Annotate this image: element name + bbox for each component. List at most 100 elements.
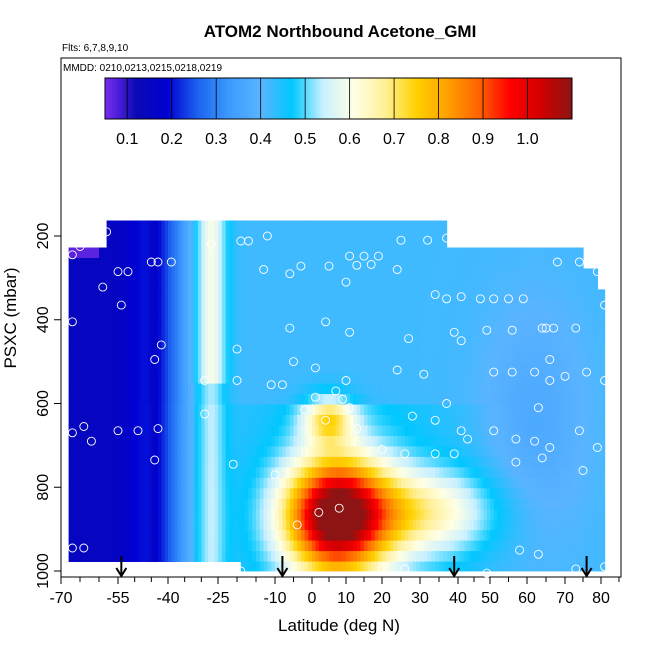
heatmap-cell xyxy=(393,320,398,332)
heatmap-cell xyxy=(318,404,323,416)
heatmap-cell xyxy=(225,341,230,353)
heatmap-cell xyxy=(191,289,196,301)
heatmap-cell xyxy=(87,477,92,489)
heatmap-cell xyxy=(154,278,159,290)
heatmap-cell xyxy=(477,519,481,531)
observation-point xyxy=(533,549,543,559)
heatmap-cell xyxy=(467,404,472,416)
heatmap-cell xyxy=(508,383,513,395)
heatmap-cell xyxy=(335,373,340,385)
heatmap-cell xyxy=(339,530,344,542)
heatmap-cell xyxy=(80,404,85,416)
heatmap-cell xyxy=(538,551,543,562)
heatmap-cell xyxy=(181,331,186,343)
heatmap-cell xyxy=(191,551,196,562)
heatmap-cell xyxy=(229,278,234,290)
heatmap-cell xyxy=(114,519,119,531)
heatmap-cell xyxy=(312,341,316,353)
heatmap-cell xyxy=(416,456,421,468)
heatmap-cell xyxy=(454,488,459,500)
heatmap-cell xyxy=(271,519,276,531)
heatmap-cell xyxy=(161,540,166,552)
heatmap-cell xyxy=(240,362,246,374)
heatmap-cell xyxy=(579,519,584,531)
heatmap-cell xyxy=(141,268,146,280)
heatmap-cell xyxy=(367,220,372,238)
heatmap-cell xyxy=(454,257,459,269)
heatmap-cell xyxy=(565,519,570,531)
heatmap-cell xyxy=(575,467,580,479)
heatmap-cell xyxy=(579,341,584,353)
heatmap-cell xyxy=(480,509,485,521)
heatmap-cell xyxy=(579,289,584,301)
heatmap-cell xyxy=(470,310,475,322)
heatmap-cell xyxy=(553,289,558,301)
heatmap-cell xyxy=(546,331,551,343)
heatmap-cell xyxy=(181,310,186,322)
heatmap-cell xyxy=(297,394,302,405)
heatmap-cell xyxy=(446,519,451,531)
heatmap-cell xyxy=(477,362,481,374)
heatmap-cell xyxy=(593,446,598,458)
heatmap-cell xyxy=(148,299,152,311)
heatmap-cell xyxy=(221,477,227,489)
heatmap-cell xyxy=(470,278,475,290)
observation-point xyxy=(442,399,452,408)
heatmap-cell xyxy=(87,467,92,479)
observation-point xyxy=(359,251,369,261)
heatmap-cell xyxy=(374,530,379,542)
heatmap-cell xyxy=(401,561,406,572)
heatmap-cell xyxy=(218,394,223,405)
heatmap-cell xyxy=(144,341,149,353)
heatmap-cell xyxy=(174,289,179,301)
heatmap-cell xyxy=(211,488,216,500)
heatmap-cell xyxy=(346,551,351,562)
heatmap-cell xyxy=(161,278,166,290)
heatmap-cell xyxy=(435,404,440,416)
heatmap-cell xyxy=(83,488,89,500)
heatmap-cell xyxy=(508,456,513,468)
heatmap-cell xyxy=(490,435,495,447)
heatmap-cell xyxy=(271,477,276,489)
heatmap-cell xyxy=(300,561,306,572)
heatmap-cell xyxy=(523,404,528,416)
heatmap-cell xyxy=(91,456,96,468)
heatmap-cell xyxy=(171,394,176,405)
heatmap-cell xyxy=(339,331,344,343)
heatmap-cell xyxy=(565,488,570,500)
heatmap-cell xyxy=(252,320,257,332)
heatmap-cell xyxy=(244,289,249,301)
heatmap-cell xyxy=(335,425,340,437)
heatmap-cell xyxy=(401,488,406,500)
heatmap-cell xyxy=(374,435,379,447)
heatmap-cell xyxy=(293,488,298,500)
heatmap-cell xyxy=(504,247,510,259)
heatmap-cell xyxy=(493,331,498,343)
heatmap-cell xyxy=(201,257,206,269)
heatmap-cell xyxy=(300,394,306,405)
heatmap-cell xyxy=(565,247,570,259)
heatmap-cell xyxy=(72,373,77,385)
heatmap-cell xyxy=(364,561,369,572)
heatmap-cell xyxy=(454,551,459,562)
heatmap-cell xyxy=(99,540,104,552)
heatmap-cell xyxy=(420,456,425,468)
heatmap-cell xyxy=(393,352,398,364)
heatmap-cell xyxy=(397,310,402,322)
heatmap-cell xyxy=(464,331,469,343)
heatmap-cell xyxy=(371,299,376,311)
heatmap-cell xyxy=(364,530,369,542)
heatmap-cell xyxy=(252,247,257,259)
heatmap-cell xyxy=(420,435,425,447)
heatmap-cell xyxy=(538,373,543,385)
heatmap-cell xyxy=(95,488,100,500)
heatmap-cell xyxy=(467,257,472,269)
heatmap-cell xyxy=(408,467,413,479)
heatmap-cell xyxy=(87,341,92,353)
heatmap-cell xyxy=(527,247,532,259)
heatmap-cell xyxy=(138,383,142,395)
heatmap-cell xyxy=(601,299,606,311)
heatmap-cell xyxy=(325,561,330,572)
heatmap-cell xyxy=(504,268,510,280)
heatmap-cell xyxy=(282,540,287,552)
